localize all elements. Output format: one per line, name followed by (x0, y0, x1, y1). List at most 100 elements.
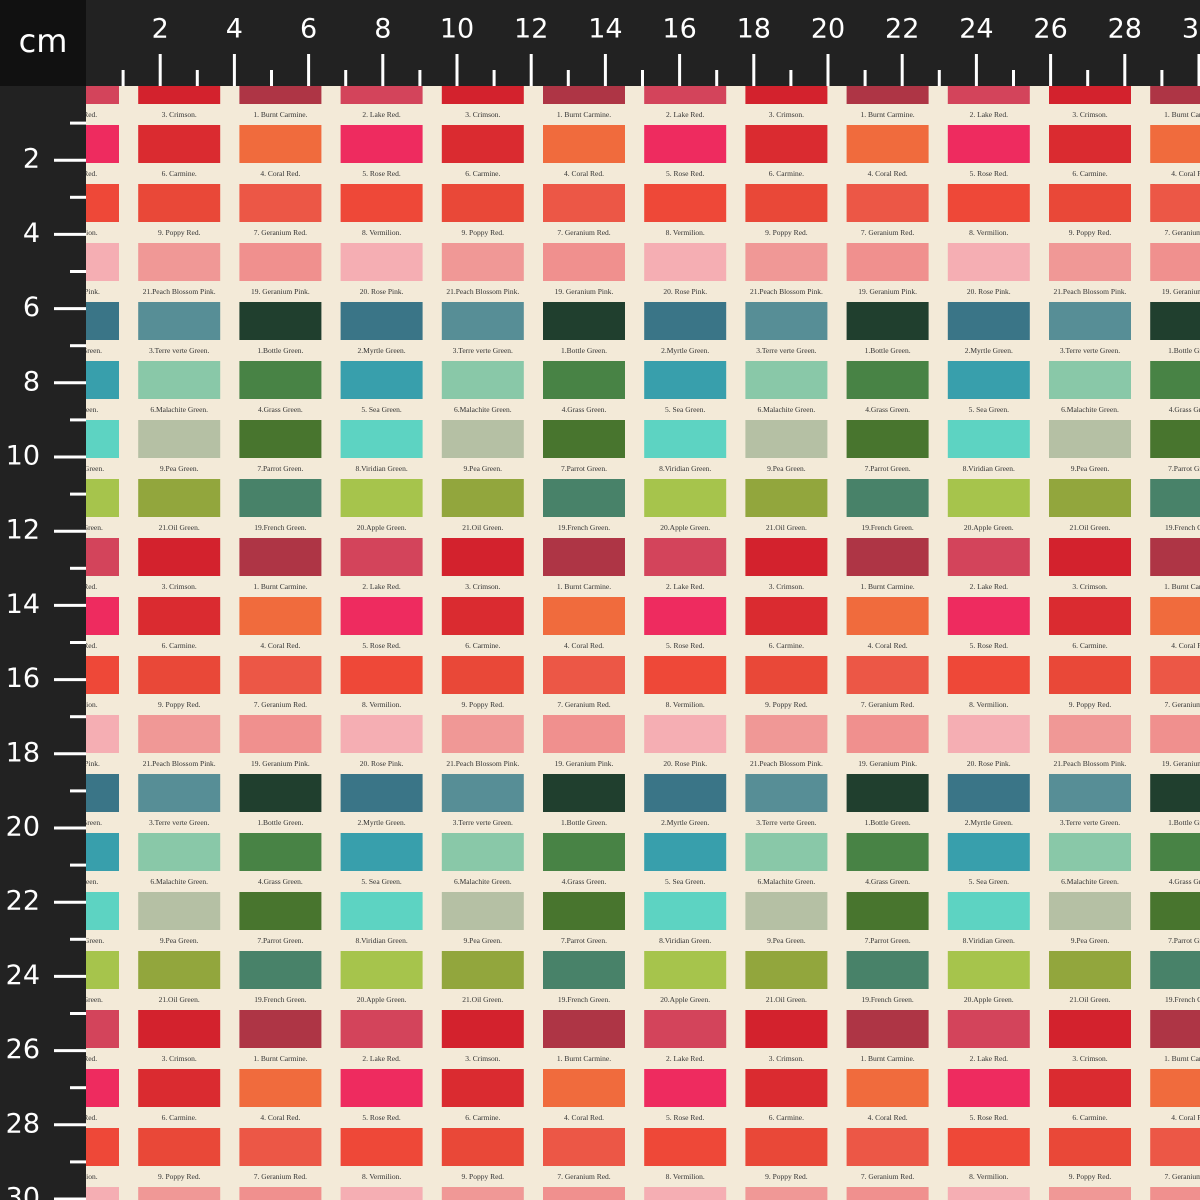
swatch-label: 3. Crimson. (1072, 1054, 1107, 1063)
swatch-label: 5. Sea Green. (361, 405, 402, 414)
swatch (1049, 656, 1131, 694)
swatch (239, 1069, 322, 1107)
swatch (543, 86, 625, 104)
swatch-label: 6. Carmine. (1072, 169, 1107, 178)
swatch-label: 1. Burnt Carmine. (253, 110, 307, 119)
ruler-label-left: 2 (23, 144, 40, 175)
swatch-label: 20. Rose Pink. (967, 287, 1011, 296)
swatch-label: 5. Rose Red. (362, 641, 400, 650)
ruler-label-top: 6 (300, 14, 317, 45)
swatch (1049, 125, 1131, 163)
swatch (846, 1010, 929, 1048)
swatch-label: 6.Malachite Green. (758, 405, 816, 414)
swatch-label: 5. Rose Red. (362, 169, 400, 178)
swatch (441, 715, 524, 753)
swatch (644, 125, 727, 163)
swatch-label: 9.Pea Green. (1071, 464, 1110, 473)
swatch-label: 9.Pea Green. (767, 464, 806, 473)
swatch (846, 1069, 929, 1107)
swatch-label: 1. Burnt Carmine. (1164, 582, 1200, 591)
swatch-label: 4. Coral Red. (564, 1113, 604, 1122)
swatch-label: 9. Poppy Red. (1069, 1172, 1112, 1181)
swatch-label: 9. Poppy Red. (462, 1172, 505, 1181)
swatch (543, 479, 625, 517)
swatch-label: 19. Geranium Pink. (555, 759, 614, 768)
swatch (86, 597, 119, 635)
swatch-label: 2. Lake Red. (666, 110, 704, 119)
swatch-label: 2.Myrtle Green. (358, 818, 406, 827)
swatch-label: 9. Poppy Red. (765, 700, 808, 709)
swatch-label: 7. Geranium Red. (254, 1172, 307, 1181)
swatch (947, 184, 1030, 222)
swatch-label: 2. Lake Red. (362, 582, 400, 591)
swatch (947, 1128, 1030, 1166)
swatch (1049, 479, 1131, 517)
swatch (947, 86, 1030, 104)
swatch (340, 715, 423, 753)
swatch-label: 7. Geranium Red. (861, 228, 914, 237)
swatch-label: 21.Peach Blossom Pink. (1054, 287, 1127, 296)
swatch-label: 3.Terre verte Green. (453, 818, 513, 827)
swatch-label: 19.French Green. (1165, 523, 1200, 532)
swatch (340, 597, 423, 635)
swatch-label: 1. Burnt Carmine. (1164, 1054, 1200, 1063)
ruler-label-left: 18 (6, 737, 40, 768)
swatch-label: 9. Poppy Red. (1069, 700, 1112, 709)
swatch (846, 243, 929, 281)
swatch-label: 2. Lake Red. (59, 582, 97, 591)
swatch-label: 19.French Green. (254, 523, 306, 532)
swatch (644, 1069, 727, 1107)
swatch-label: 1. Burnt Carmine. (253, 582, 307, 591)
swatch-label: 8. Vermilion. (969, 1172, 1008, 1181)
swatch (441, 302, 524, 340)
swatch (947, 1010, 1030, 1048)
swatch-label: 20. Rose Pink. (360, 759, 404, 768)
swatch (745, 1069, 828, 1107)
swatch-label: 20.Apple Green. (357, 995, 407, 1004)
swatch (846, 184, 929, 222)
swatch (340, 1128, 423, 1166)
swatch (644, 302, 727, 340)
swatch (86, 125, 119, 163)
swatch-label: 8.Viridian Green. (52, 464, 104, 473)
ruler-label-top: 10 (440, 14, 474, 45)
swatch (138, 715, 221, 753)
swatch-label: 1.Bottle Green. (561, 346, 607, 355)
swatch (1049, 597, 1131, 635)
swatch (644, 538, 727, 576)
swatch (543, 656, 625, 694)
swatch-label: 5. Rose Red. (666, 169, 704, 178)
swatch-label: 5. Sea Green. (969, 877, 1010, 886)
swatch-label: 7.Parrot Green. (257, 464, 303, 473)
swatch-label: 8.Viridian Green. (355, 936, 407, 945)
swatch-label: 2.Myrtle Green. (358, 346, 406, 355)
swatch-label: 19. Geranium Pink. (1162, 759, 1200, 768)
swatch (138, 1128, 221, 1166)
swatch (947, 302, 1030, 340)
swatch (86, 479, 119, 517)
ruler-label-left: 22 (6, 886, 40, 917)
swatch (1150, 833, 1200, 871)
swatch (1049, 1187, 1131, 1200)
swatch-label: 21.Peach Blossom Pink. (1054, 759, 1127, 768)
swatch-label: 1. Burnt Carmine. (557, 110, 611, 119)
ruler-label-left: 12 (6, 515, 40, 546)
swatch-label: 3. Crimson. (1072, 110, 1107, 119)
swatch (846, 1187, 929, 1200)
swatch (1150, 1128, 1200, 1166)
swatch-label: 6. Carmine. (769, 1113, 804, 1122)
swatch (947, 125, 1030, 163)
swatch-label: 1.Bottle Green. (561, 818, 607, 827)
swatch-label: 6.Malachite Green. (454, 405, 512, 414)
swatch (846, 951, 929, 989)
swatch (644, 774, 727, 812)
swatch (745, 125, 828, 163)
swatch (644, 361, 727, 399)
swatch-label: 2.Myrtle Green. (54, 346, 102, 355)
swatch (441, 361, 524, 399)
swatch-label: 1.Bottle Green. (1168, 346, 1200, 355)
swatch-label: 1. Burnt Carmine. (253, 1054, 307, 1063)
swatch (1049, 243, 1131, 281)
swatch (86, 243, 119, 281)
swatch (239, 302, 322, 340)
